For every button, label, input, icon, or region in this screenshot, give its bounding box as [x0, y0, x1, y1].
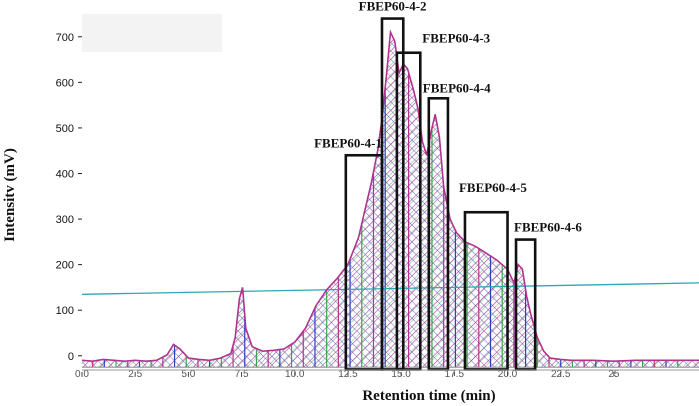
fraction-label-4: FBEP60-4-4 — [423, 80, 491, 95]
x-tick-label: 25 — [608, 369, 620, 380]
fraction-box-6 — [514, 238, 537, 371]
fraction-label-6: FBEP60-4-6 — [514, 220, 582, 235]
fraction-box-2 — [380, 17, 405, 371]
x-tick-label: 22.5 — [551, 369, 571, 380]
x-tick-label: 5.0 — [181, 369, 195, 380]
peak-fill-hatchA — [82, 32, 699, 368]
y-tick-label: 400 — [56, 168, 74, 180]
fraction-boxes: FBEP60-4-1 FBEP60-4-2 FBEP60-4-3 FBEP60-4-4… — [314, 0, 582, 371]
chromatogram-trace — [82, 29, 699, 363]
x-tick-label: 2.5 — [128, 369, 142, 380]
x-tick-label: 12.5 — [338, 369, 358, 380]
fraction-box-3 — [395, 51, 422, 371]
fraction-box-4 — [427, 97, 450, 371]
y-tick-label: 200 — [56, 260, 74, 272]
x-tick-label: 20.0 — [498, 369, 518, 380]
y-tick-label: 0 — [68, 351, 74, 363]
y-axis-title: Intensitv (mV) — [2, 148, 18, 242]
x-axis-title: Retention time (min) — [362, 388, 495, 404]
y-tick-label: 700 — [56, 32, 74, 44]
x-tick-label: 17.5 — [445, 369, 465, 380]
axes: 0 100 200 300 400 500 600 700 0.0 2.5 5.0 7.5 10.0 12… — [56, 32, 699, 380]
x-tick-label: 7.5 — [235, 369, 249, 380]
y-tick-label: 500 — [56, 123, 74, 135]
y-tick-label: 600 — [56, 77, 74, 89]
fraction-label-1: FBEP60-4-1 — [314, 135, 382, 150]
fraction-box-5 — [463, 210, 509, 371]
y-tick-label: 100 — [56, 305, 74, 317]
y-tick-label: 300 — [56, 214, 74, 226]
fraction-label-2: FBEP60-4-2 — [359, 0, 427, 14]
fraction-label-3: FBEP60-4-3 — [422, 31, 490, 46]
x-tick-label: 10.0 — [285, 369, 305, 380]
x-tick-label: 15.0 — [391, 369, 411, 380]
baseline-line — [82, 282, 699, 295]
fraction-label-5: FBEP60-4-5 — [459, 180, 527, 195]
trace-lines — [82, 29, 699, 368]
x-tick-label: 0.0 — [75, 369, 89, 380]
